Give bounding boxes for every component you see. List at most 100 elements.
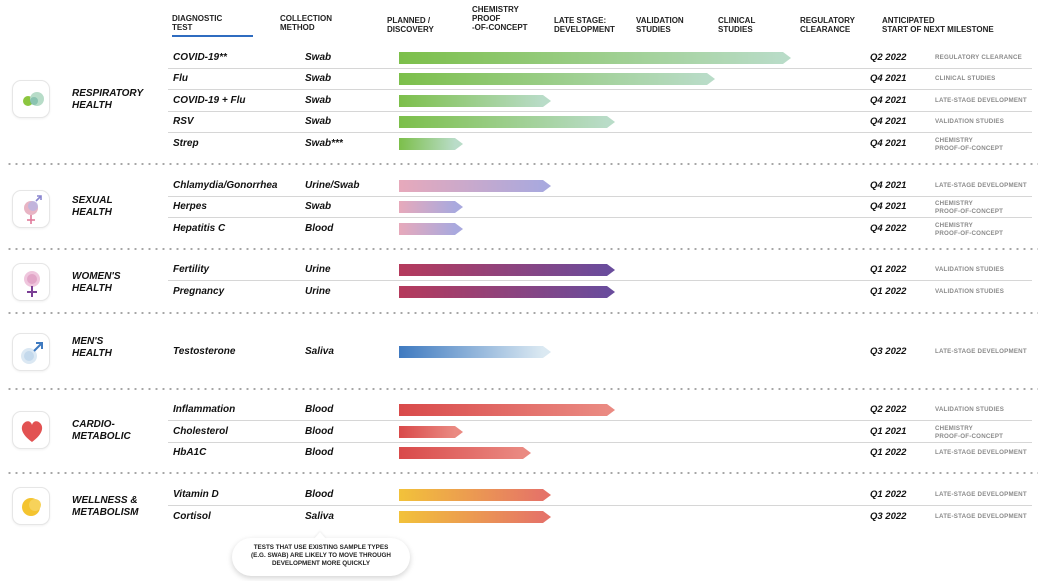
progress-bar-fill xyxy=(399,447,523,459)
category-label: WOMEN'S HEALTH xyxy=(72,271,121,294)
group-divider xyxy=(6,472,1038,474)
progress-bar-fill xyxy=(399,52,783,64)
progress-bar xyxy=(399,73,715,85)
category-label: CARDIO- METABOLIC xyxy=(72,419,131,442)
table-row: Herpes Swab Q4 2021 CHEMISTRY PROOF-OF-CONC… xyxy=(168,196,1032,218)
progress-bar-fill xyxy=(399,116,607,128)
progress-bar xyxy=(399,404,615,416)
progress-bar xyxy=(399,138,463,150)
header-milestone: ANTICIPATED START OF NEXT MILESTONE xyxy=(882,16,994,34)
progress-bar-arrow xyxy=(607,286,615,298)
milestone-name: LATE-STAGE DEVELOPMENT xyxy=(935,97,1027,104)
milestone-quarter: Q4 2021 xyxy=(870,138,907,149)
progress-bar-arrow xyxy=(543,489,551,501)
progress-bar-fill xyxy=(399,264,607,276)
progress-bar xyxy=(399,223,463,235)
progress-bar-fill xyxy=(399,404,607,416)
collection-method: Blood xyxy=(305,426,334,437)
header-underline xyxy=(172,35,253,37)
progress-bar-arrow xyxy=(543,346,551,358)
diagnostic-test-name: Hepatitis C xyxy=(173,223,226,234)
progress-bar xyxy=(399,426,463,438)
header-stage-clinical: CLINICAL STUDIES xyxy=(718,16,756,34)
progress-bar-fill xyxy=(399,180,543,192)
milestone-name: VALIDATION STUDIES xyxy=(935,288,1005,295)
progress-bar xyxy=(399,264,615,276)
table-row: Inflammation Blood Q2 2022 VALIDATION STUDI… xyxy=(168,399,1032,421)
sun-icon xyxy=(12,487,50,525)
table-row: Vitamin D Blood Q1 2022 LATE-STAGE DEVELOPM… xyxy=(168,484,1032,506)
table-row: Strep Swab*** Q4 2021 CHEMISTRY PROOF-OF-CO… xyxy=(168,133,1032,155)
table-row: Pregnancy Urine Q1 2022 VALIDATION STUDIES xyxy=(168,281,1032,303)
milestone-name: VALIDATION STUDIES xyxy=(935,266,1005,273)
table-row: Hepatitis C Blood Q4 2022 CHEMISTRY PROOF-O… xyxy=(168,218,1032,240)
category-label: SEXUAL HEALTH xyxy=(72,195,113,218)
progress-bar xyxy=(399,489,551,501)
collection-method: Saliva xyxy=(305,346,334,357)
progress-bar-fill xyxy=(399,511,543,523)
milestone-name: LATE-STAGE DEVELOPMENT xyxy=(935,491,1027,498)
table-row: Fertility Urine Q1 2022 VALIDATION STUDIES xyxy=(168,259,1032,281)
callout-text: TESTS THAT USE EXISTING SAMPLE TYPES (E.… xyxy=(251,544,391,567)
row-divider xyxy=(168,217,1032,218)
group-divider xyxy=(6,163,1038,165)
progress-bar-arrow xyxy=(543,180,551,192)
heart-icon xyxy=(12,411,50,449)
header-stage-chemistry: CHEMISTRY PROOF -OF-CONCEPT xyxy=(472,5,528,32)
diagnostic-test-name: Cortisol xyxy=(173,511,211,522)
header-collection-method: COLLECTION METHOD xyxy=(280,14,332,32)
diagnostic-test-name: Herpes xyxy=(173,201,207,212)
progress-bar xyxy=(399,52,791,64)
milestone-quarter: Q3 2022 xyxy=(870,511,907,522)
milestone-name: VALIDATION STUDIES xyxy=(935,118,1005,125)
diagnostic-test-name: Flu xyxy=(173,73,188,84)
progress-bar xyxy=(399,447,531,459)
diagnostic-test-name: Chlamydia/Gonorrhea xyxy=(173,180,278,191)
progress-bar-arrow xyxy=(543,95,551,107)
milestone-quarter: Q1 2021 xyxy=(870,426,907,437)
header-stage-planned: PLANNED / DISCOVERY xyxy=(387,16,434,34)
table-row: HbA1C Blood Q1 2022 LATE-STAGE DEVELOPMENT xyxy=(168,442,1032,464)
collection-method: Urine/Swab xyxy=(305,180,360,191)
milestone-name: CLINICAL STUDIES xyxy=(935,75,996,82)
row-divider xyxy=(168,111,1032,112)
diagnostic-test-name: Strep xyxy=(173,138,199,149)
category-label: WELLNESS & METABOLISM xyxy=(72,495,139,518)
header-stage-validation: VALIDATION STUDIES xyxy=(636,16,684,34)
collection-method: Urine xyxy=(305,264,331,275)
collection-method: Urine xyxy=(305,286,331,297)
milestone-quarter: Q4 2022 xyxy=(870,223,907,234)
milestone-quarter: Q3 2022 xyxy=(870,346,907,357)
progress-bar xyxy=(399,95,551,107)
collection-method: Swab*** xyxy=(305,138,343,149)
progress-bar-fill xyxy=(399,201,455,213)
table-row: COVID-19 + Flu Swab Q4 2021 LATE-STAGE DEVE… xyxy=(168,90,1032,112)
collection-method: Swab xyxy=(305,95,332,106)
diagnostic-test-name: RSV xyxy=(173,116,194,127)
collection-method: Swab xyxy=(305,52,332,63)
progress-bar-fill xyxy=(399,489,543,501)
progress-bar-arrow xyxy=(455,426,463,438)
milestone-quarter: Q1 2022 xyxy=(870,286,907,297)
row-divider xyxy=(168,420,1032,421)
progress-bar xyxy=(399,286,615,298)
diagnostic-test-name: Testosterone xyxy=(173,346,236,357)
callout-pointer xyxy=(314,532,326,539)
collection-method: Swab xyxy=(305,116,332,127)
collection-method: Swab xyxy=(305,201,332,212)
diagnostic-test-name: Fertility xyxy=(173,264,210,275)
milestone-name: CHEMISTRY PROOF-OF-CONCEPT xyxy=(935,222,1004,237)
milestone-quarter: Q1 2022 xyxy=(870,489,907,500)
table-row: Chlamydia/Gonorrhea Urine/Swab Q4 2021 LATE… xyxy=(168,175,1032,197)
milestone-name: VALIDATION STUDIES xyxy=(935,406,1005,413)
progress-bar-fill xyxy=(399,138,455,150)
diagnostic-test-name: HbA1C xyxy=(173,447,207,458)
milestone-quarter: Q2 2022 xyxy=(870,404,907,415)
diagnostic-test-name: Vitamin D xyxy=(173,489,219,500)
category-label: RESPIRATORY HEALTH xyxy=(72,88,144,111)
progress-bar-fill xyxy=(399,95,543,107)
milestone-quarter: Q4 2021 xyxy=(870,180,907,191)
progress-bar-fill xyxy=(399,73,707,85)
male-symbol-icon xyxy=(12,333,50,371)
row-divider xyxy=(168,68,1032,69)
